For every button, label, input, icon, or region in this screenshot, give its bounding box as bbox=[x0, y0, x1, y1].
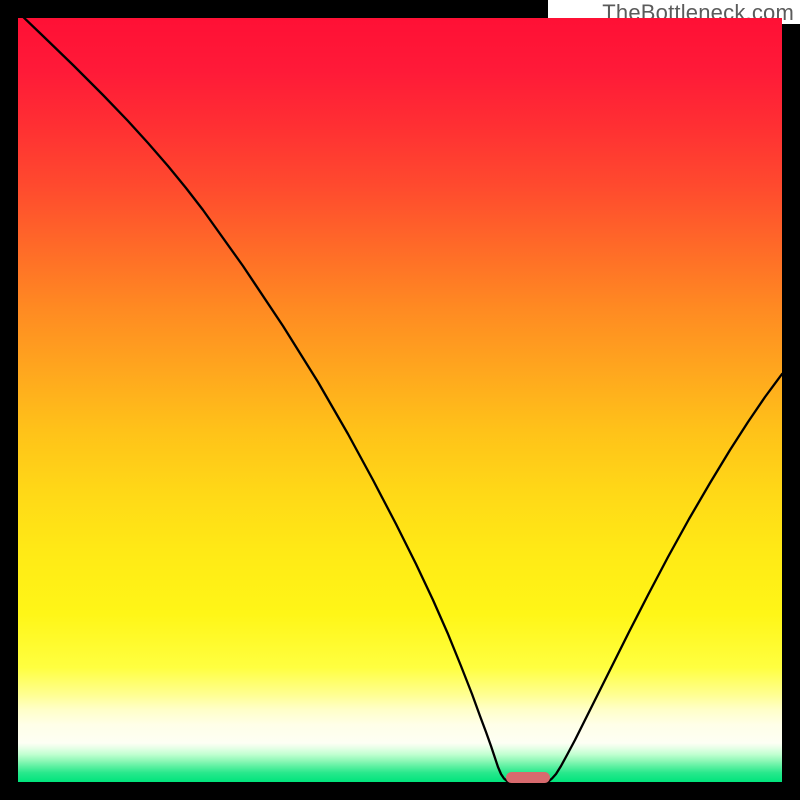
optimum-marker bbox=[506, 772, 550, 783]
frame-bottom bbox=[0, 782, 800, 800]
bottleneck-chart bbox=[18, 18, 782, 782]
gradient-background bbox=[18, 18, 782, 782]
frame-right bbox=[782, 0, 800, 800]
frame-left bbox=[0, 0, 18, 800]
plot-area bbox=[18, 18, 782, 782]
